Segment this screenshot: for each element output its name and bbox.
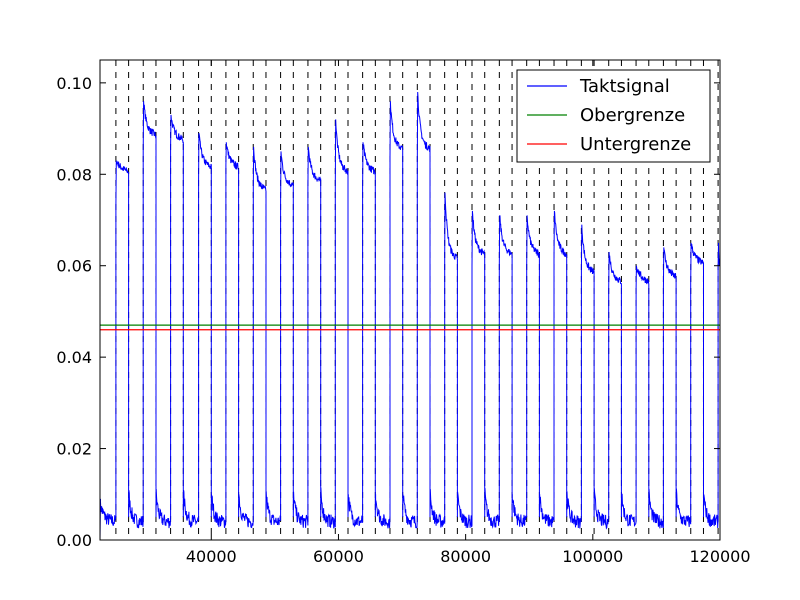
- y-tick-label-4: 0.08: [56, 165, 92, 184]
- threshold-lines: [100, 324, 720, 331]
- legend-box: [516, 69, 711, 163]
- axes: 40000 60000 80000 100000 120000 0.00 0.02 0.04…: [56, 59, 751, 566]
- x-axis-ticks: 40000 60000 80000 100000 120000: [186, 60, 751, 566]
- x-tick-label-3: 100000: [562, 547, 623, 566]
- legend-label-obergrenze: Obergrenze: [580, 105, 685, 126]
- taktsignal-series: [99, 91, 721, 541]
- x-tick-label-4: 120000: [689, 547, 750, 566]
- legend-label-taktsignal: Taktsignal: [579, 76, 670, 97]
- x-tick-label-1: 60000: [313, 547, 364, 566]
- y-tick-label-0: 0.00: [56, 531, 92, 550]
- y-tick-label-5: 0.10: [56, 74, 92, 93]
- legend-label-untergrenze: Untergrenze: [580, 134, 691, 155]
- y-tick-label-1: 0.02: [56, 440, 92, 459]
- y-tick-label-2: 0.04: [56, 348, 92, 367]
- y-axis-ticks: 0.00 0.02 0.04 0.06 0.08 0.10: [56, 74, 720, 550]
- taktsignal-line: [99, 91, 721, 541]
- x-tick-label-2: 80000: [440, 547, 491, 566]
- x-tick-label-0: 40000: [186, 547, 237, 566]
- y-tick-label-3: 0.06: [56, 257, 92, 276]
- axes-frame: [99, 59, 721, 541]
- legend: Taktsignal Obergrenze Untergrenze: [516, 69, 711, 163]
